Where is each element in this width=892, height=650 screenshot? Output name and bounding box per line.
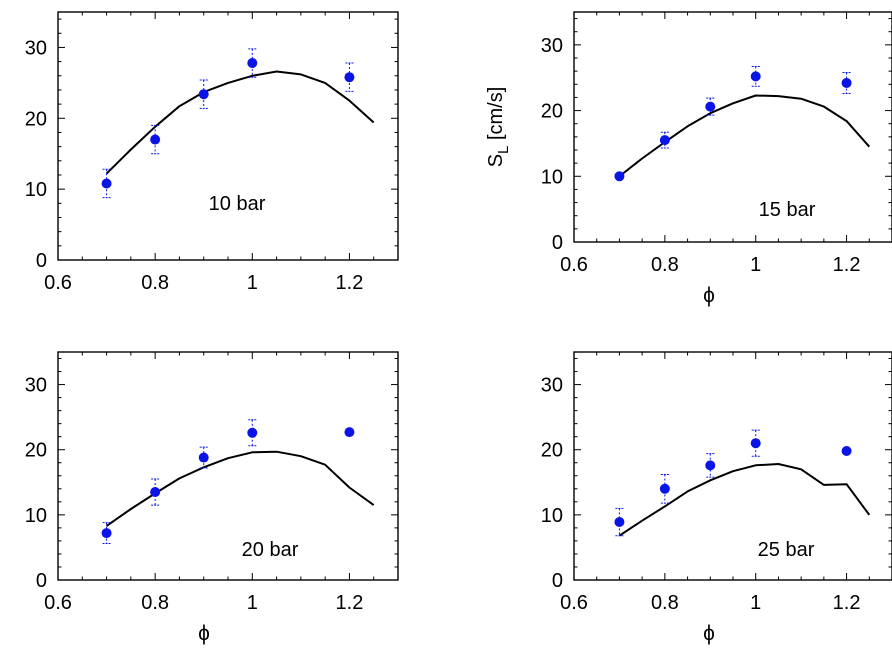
y-tick-label: 0 bbox=[552, 232, 563, 254]
x-tick-label: 1 bbox=[247, 272, 258, 294]
x-tick-label: 1 bbox=[750, 592, 761, 614]
x-axis-label: ϕ bbox=[703, 284, 715, 307]
x-tick-label: 0.8 bbox=[651, 592, 679, 614]
x-tick-label: 0.8 bbox=[651, 254, 679, 276]
x-tick-label: 0.8 bbox=[141, 272, 169, 294]
y-tick-label: 10 bbox=[541, 166, 563, 188]
pressure-label: 20 bar bbox=[242, 539, 299, 561]
y-tick-label: 0 bbox=[36, 570, 47, 592]
x-tick-label: 1.2 bbox=[833, 254, 861, 276]
data-point bbox=[198, 452, 209, 463]
x-axis-label: ϕ bbox=[198, 622, 210, 645]
panel-1: 0.6 0.8 1 1.2 0 10 20 30 10 bar bbox=[25, 11, 399, 294]
data-point bbox=[101, 178, 112, 189]
y-tick-label: 20 bbox=[541, 440, 563, 462]
y-tick-label: 0 bbox=[36, 250, 47, 272]
pressure-label: 10 bar bbox=[209, 193, 266, 215]
data-point bbox=[150, 134, 161, 145]
panel-3: 0.6 0.8 1 1.2 0 10 20 30 ϕ 20 bar bbox=[25, 351, 399, 645]
x-tick-label: 0.6 bbox=[560, 592, 588, 614]
data-point bbox=[614, 517, 625, 528]
y-tick-label: 30 bbox=[25, 375, 47, 397]
plot-frame bbox=[57, 11, 399, 261]
data-point bbox=[750, 438, 761, 449]
plot-frame bbox=[573, 11, 892, 243]
x-axis-label: ϕ bbox=[703, 622, 715, 645]
x-tick-label: 1.2 bbox=[833, 592, 861, 614]
model-curve bbox=[105, 70, 375, 175]
y-tick-label: 30 bbox=[541, 35, 563, 57]
data-point bbox=[247, 58, 258, 69]
y-tick-label: 10 bbox=[541, 505, 563, 527]
y-tick-label: 10 bbox=[25, 179, 47, 201]
y-tick-label: 30 bbox=[541, 375, 563, 397]
y-tick-label: 30 bbox=[25, 37, 47, 59]
y-tick-label: 20 bbox=[25, 440, 47, 462]
plot-frame bbox=[573, 351, 892, 581]
y-axis-label: SL [cm/s] bbox=[485, 87, 512, 168]
x-tick-label: 1 bbox=[247, 592, 258, 614]
data-point bbox=[150, 487, 161, 498]
pressure-label: 15 bar bbox=[759, 199, 816, 221]
y-tick-label: 20 bbox=[25, 108, 47, 130]
y-tick-label: 10 bbox=[25, 505, 47, 527]
data-point bbox=[659, 483, 670, 494]
model-curve bbox=[106, 450, 375, 527]
data-point bbox=[198, 89, 209, 100]
y-tick-label: 20 bbox=[541, 101, 563, 123]
panel-4: 0.6 0.8 1 1.2 0 10 20 30 ϕ 25 bar bbox=[541, 351, 892, 645]
data-point bbox=[841, 77, 852, 88]
x-tick-label: 1.2 bbox=[336, 272, 364, 294]
data-point bbox=[101, 528, 112, 539]
y-tick-label: 0 bbox=[552, 570, 563, 592]
x-tick-label: 1.2 bbox=[336, 592, 364, 614]
model-curve bbox=[618, 463, 871, 537]
data-point bbox=[614, 171, 625, 182]
pressure-label: 25 bar bbox=[758, 539, 815, 561]
model-curve bbox=[618, 94, 871, 178]
data-point bbox=[750, 71, 761, 82]
data-point bbox=[705, 460, 716, 471]
x-tick-label: 0.6 bbox=[560, 254, 588, 276]
data-point bbox=[659, 135, 670, 146]
data-point bbox=[247, 427, 258, 438]
x-tick-label: 0.6 bbox=[44, 592, 72, 614]
data-point bbox=[841, 446, 852, 457]
x-tick-label: 0.8 bbox=[141, 592, 169, 614]
panel-2: 0.6 0.8 1 1.2 0 10 20 30 ϕ SL [cm/s] 15 bar bbox=[485, 11, 892, 307]
plot-frame bbox=[57, 351, 399, 581]
data-point bbox=[344, 427, 355, 438]
data-point bbox=[705, 101, 716, 112]
x-tick-label: 0.6 bbox=[44, 272, 72, 294]
data-point bbox=[344, 72, 355, 83]
x-tick-label: 1 bbox=[750, 254, 761, 276]
